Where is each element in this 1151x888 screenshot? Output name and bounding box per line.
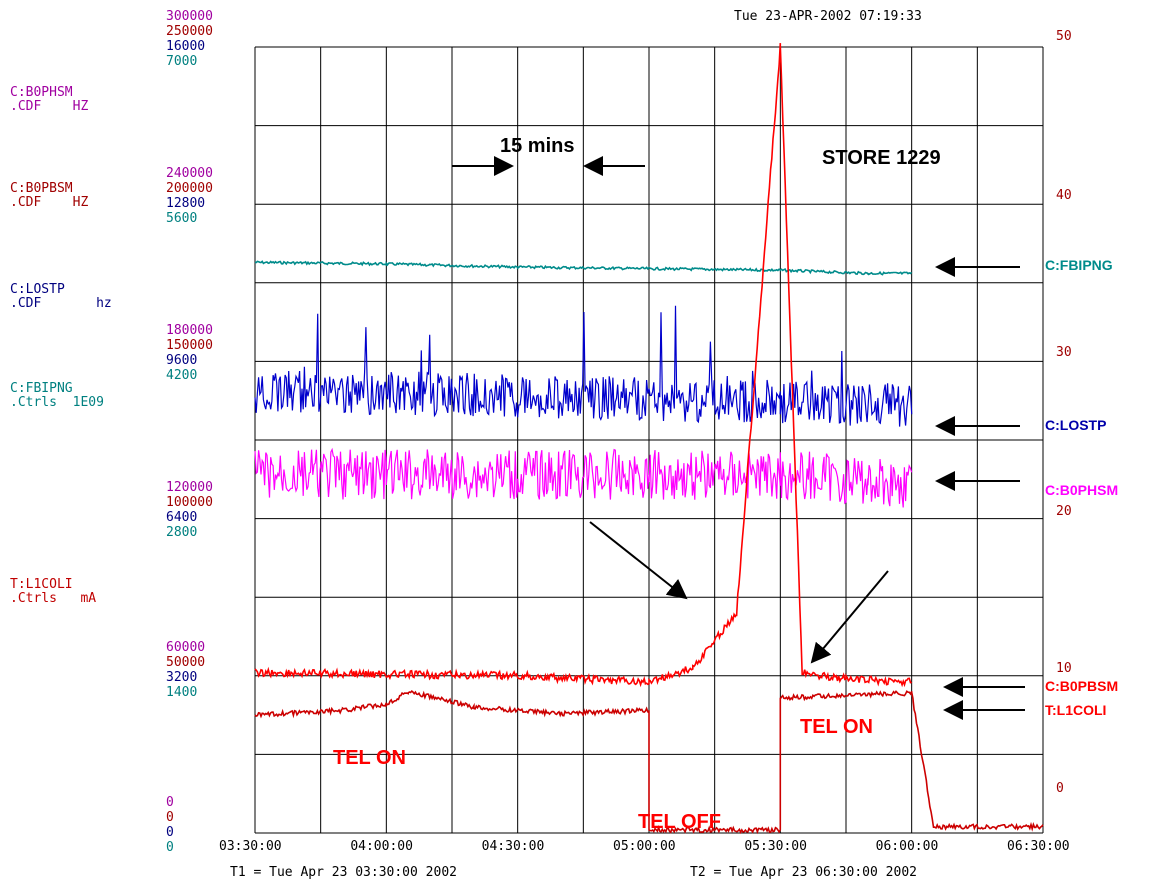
x-tick-label: 05:00:00	[613, 839, 676, 854]
annotation-arrow	[810, 570, 889, 664]
x-tick-label: 03:30:00	[219, 839, 282, 854]
left-axis-tick: 5600	[166, 211, 198, 226]
left-axis-tick: 6400	[166, 510, 198, 525]
interval-annotation: 15 mins	[500, 135, 575, 157]
left-axis-tick: 16000	[166, 39, 206, 54]
x-tick-label: 04:30:00	[481, 839, 545, 854]
plot-grid	[254, 46, 1044, 834]
right-axis-tick: 10	[1056, 661, 1072, 676]
annotation-arrows	[452, 156, 1025, 720]
channel-label: .Ctrls mA	[10, 591, 97, 606]
legend-right-label: C:B0PHSM	[1045, 482, 1119, 498]
store-annotation: STORE 1229	[822, 147, 941, 169]
legend-right-label: C:B0PBSM	[1045, 678, 1119, 694]
right-axis-tick: 20	[1056, 504, 1072, 519]
legend-right-label: T:L1COLI	[1045, 702, 1107, 718]
left-axis-tick: 300000	[166, 9, 213, 24]
channel-label: .Ctrls 1E09	[10, 395, 104, 410]
channel-label: .CDF HZ	[10, 195, 89, 210]
left-axis-tick: 0	[166, 840, 174, 855]
t1-label: T1 = Tue Apr 23 03:30:00 2002	[230, 865, 457, 880]
right-axis-tick: 0	[1056, 781, 1064, 796]
series-line-t-l1coli	[254, 689, 1044, 835]
left-axis-tick: 0	[166, 810, 174, 825]
left-axis-tick: 7000	[166, 54, 198, 69]
channel-label: C:FBIPNG	[10, 381, 73, 396]
right-axis-tick: 50	[1056, 29, 1072, 44]
left-axis-tick: 9600	[166, 353, 198, 368]
timestamp-label: Tue 23-APR-2002 07:19:33	[734, 9, 922, 24]
left-axis-tick: 100000	[166, 495, 213, 510]
left-axis-tick: 150000	[166, 338, 213, 353]
channel-label: T:L1COLI	[10, 577, 73, 592]
series-line-c-lostp	[254, 305, 913, 427]
left-axis-tick: 50000	[166, 655, 206, 670]
left-axis-tick: 0	[166, 795, 174, 810]
x-tick-label: 06:30:00	[1007, 839, 1070, 854]
channel-label: C:B0PBSM	[10, 181, 73, 196]
annotation-arrow	[589, 521, 688, 600]
x-tick-label: 06:00:00	[875, 839, 939, 854]
left-axis-tick: 120000	[166, 480, 213, 495]
channel-label: C:LOSTP	[10, 282, 65, 297]
left-axis-tick: 3200	[166, 670, 198, 685]
t2-label: T2 = Tue Apr 23 06:30:00 2002	[690, 865, 917, 880]
left-axis-tick: 250000	[166, 24, 213, 39]
right-axis-tick: 40	[1056, 188, 1072, 203]
series-line-c-b0phsm	[254, 447, 913, 508]
series-line-c-fbipng	[254, 260, 913, 276]
x-tick-label: 05:30:00	[744, 839, 807, 854]
right-axis-tick: 30	[1056, 345, 1072, 360]
left-axis-tick: 180000	[166, 323, 213, 338]
legend-right-label: C:FBIPNG	[1045, 257, 1113, 273]
channel-label: .CDF HZ	[10, 99, 89, 114]
left-axis-tick: 4200	[166, 368, 198, 383]
left-axis-tick: 60000	[166, 640, 206, 655]
left-axis-tick: 2800	[166, 525, 198, 540]
left-axis-tick: 1400	[166, 685, 198, 700]
x-tick-label: 04:00:00	[350, 839, 413, 854]
channel-label: C:B0PHSM	[10, 85, 73, 100]
tel-on-left-annotation: TEL ON	[333, 747, 406, 769]
left-axis-tick: 200000	[166, 181, 213, 196]
legend-right-label: C:LOSTP	[1045, 417, 1107, 433]
left-axis-tick: 0	[166, 825, 174, 840]
channel-label: .CDF hz	[10, 296, 112, 311]
series-layer	[254, 43, 1044, 835]
series-line-c-b0pbsm	[254, 43, 912, 688]
left-axis-tick: 240000	[166, 166, 213, 181]
left-axis-tick: 12800	[166, 196, 206, 211]
tel-off-annotation: TEL OFF	[638, 811, 721, 833]
tel-on-right-annotation: TEL ON	[800, 716, 873, 738]
